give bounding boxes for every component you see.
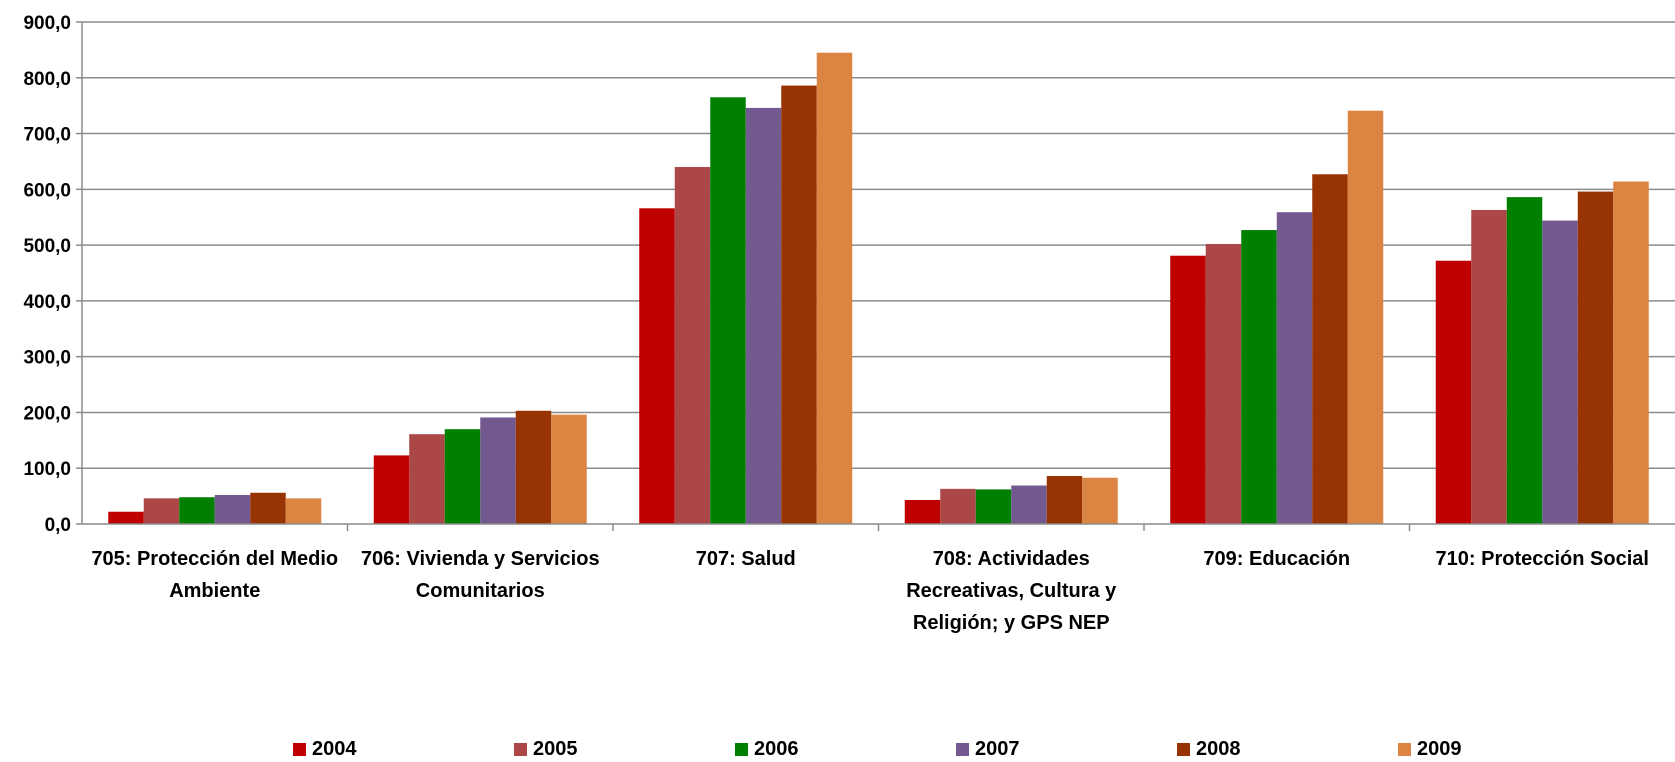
bar-2007	[1011, 485, 1047, 524]
legend-item-2005: 2005	[514, 738, 578, 761]
legend-swatch	[514, 743, 527, 756]
bar-2006	[975, 489, 1012, 524]
y-tick-label: 300,0	[23, 348, 71, 369]
legend-item-2007: 2007	[956, 738, 1020, 761]
bars	[108, 52, 1649, 525]
bar-2004	[1170, 255, 1206, 524]
bar-2009	[816, 52, 853, 525]
legend-swatch	[1398, 743, 1411, 756]
bar-2004	[1435, 260, 1472, 524]
bar-2008	[1312, 174, 1348, 525]
bar-2007	[480, 417, 516, 524]
legend-item-2004: 2004	[293, 738, 357, 761]
category-label: 705: Protección del Medio Ambiente	[91, 548, 338, 602]
axes	[76, 21, 1675, 531]
bar-2004	[373, 455, 410, 524]
bar-2005	[409, 434, 445, 524]
gridlines	[82, 21, 1675, 469]
category-label: 710: Protección Social	[1436, 548, 1649, 570]
legend-label: 2009	[1417, 738, 1462, 760]
y-tick-label: 400,0	[23, 292, 71, 313]
bar-2006	[710, 97, 746, 525]
bar-2005	[940, 488, 976, 524]
y-tick-label: 700,0	[23, 125, 71, 146]
bar-2006	[1506, 197, 1543, 525]
legend-swatch	[956, 743, 969, 756]
legend-swatch	[1177, 743, 1190, 756]
category-label: 708: Actividades Recreativas, Cultura y Re…	[906, 548, 1117, 634]
y-tick-label: 500,0	[23, 236, 71, 257]
y-tick-label: 0,0	[45, 515, 71, 536]
bar-2008	[250, 492, 286, 524]
bar-2005	[143, 498, 180, 524]
bar-2009	[285, 498, 322, 524]
bar-2005	[1205, 243, 1242, 525]
bar-2004	[904, 500, 941, 524]
bar-2007	[1542, 220, 1578, 524]
bar-2008	[781, 85, 817, 524]
legend-label: 2006	[754, 738, 799, 760]
category-label: 709: Educación	[1203, 548, 1350, 570]
bar-chart: 0,0 100,0 200,0 300,0 400,0 500,0 600,0 700,0 80…	[23, 13, 1675, 634]
bar-2007	[214, 494, 251, 524]
legend-label: 2005	[533, 738, 578, 760]
y-tick-label: 900,0	[23, 13, 71, 34]
bar-2009	[1082, 477, 1118, 524]
bar-2008	[1046, 476, 1083, 524]
bar-2008	[515, 410, 552, 524]
bar-2006	[1241, 230, 1277, 524]
bar-2006	[179, 497, 215, 524]
bar-2007	[1276, 212, 1313, 525]
legend-swatch	[293, 743, 306, 756]
y-tick-label: 600,0	[23, 180, 71, 201]
legend-label: 2007	[975, 738, 1020, 760]
category-labels: 705: Protección del Medio Ambiente 706: Vi…	[91, 548, 1649, 634]
legend-label: 2004	[312, 738, 357, 760]
legend-swatch	[735, 743, 748, 756]
y-tick-label: 800,0	[23, 69, 71, 90]
category-label: 706: Vivienda y Servicios Comunitarios	[361, 548, 600, 602]
y-tick-labels: 0,0 100,0 200,0 300,0 400,0 500,0 600,0 700,0 80…	[23, 13, 71, 536]
bar-2009	[1347, 110, 1384, 524]
y-tick-label: 100,0	[23, 459, 71, 480]
bar-2008	[1577, 191, 1614, 524]
bar-2009	[1613, 181, 1649, 524]
legend-item-2006: 2006	[735, 738, 799, 761]
bar-2004	[639, 208, 675, 524]
category-label: 707: Salud	[696, 548, 796, 570]
bar-2009	[551, 414, 587, 524]
legend: 2004 2005 2006 2007 2008 2009	[0, 738, 1675, 762]
legend-item-2009: 2009	[1398, 738, 1462, 761]
legend-label: 2008	[1196, 738, 1241, 760]
bar-2004	[108, 511, 144, 524]
bar-2005	[674, 167, 711, 524]
bar-2006	[444, 429, 481, 524]
y-tick-label: 200,0	[23, 403, 71, 424]
bar-2005	[1471, 209, 1507, 524]
bar-2007	[745, 107, 782, 525]
legend-item-2008: 2008	[1177, 738, 1241, 761]
